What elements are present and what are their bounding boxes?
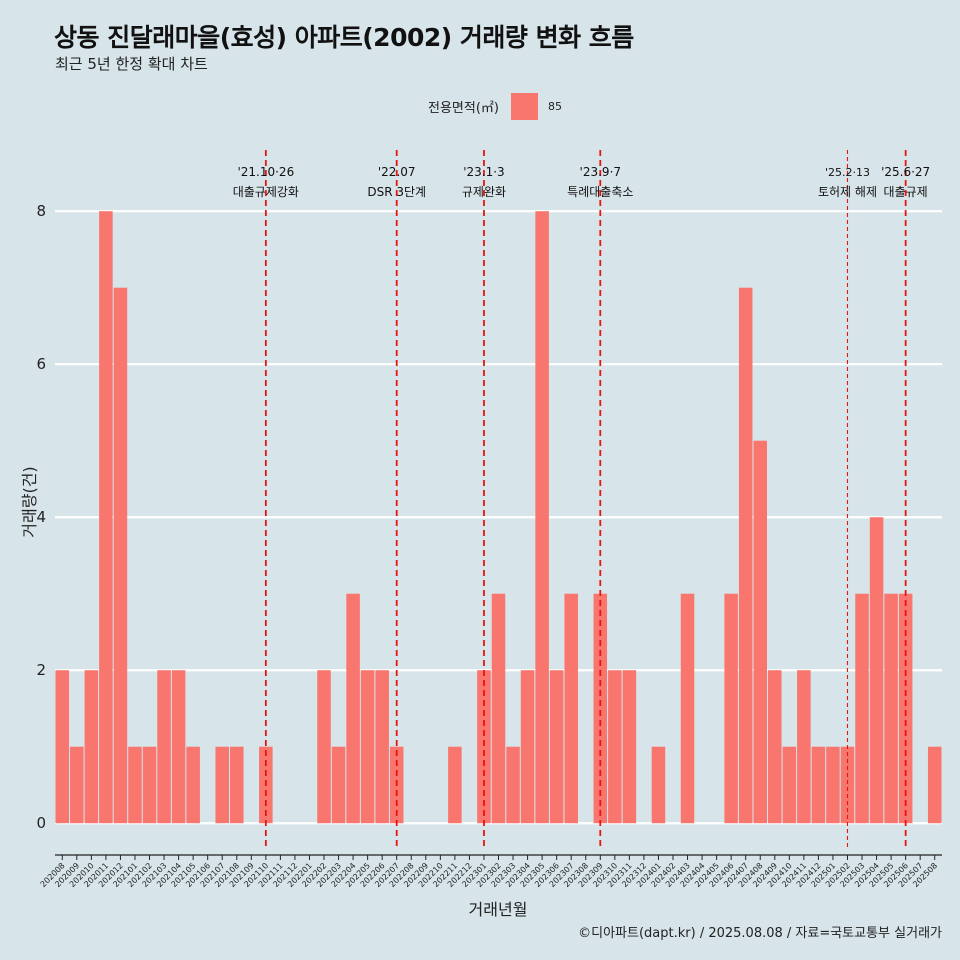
bar-202107 [215,746,229,824]
bar-202409 [768,670,782,824]
bar-202103 [157,670,171,824]
bar-202101 [128,746,142,824]
bar-202203 [331,746,346,824]
event-date: '25.2·13 [825,166,870,179]
event-label: 특례대출축소 [567,185,633,199]
y-axis: 0 2 4 6 8 [36,202,46,832]
bar-202506 [898,593,913,824]
bar-202104 [171,670,186,824]
bar-202012 [113,287,128,824]
bar-202505 [884,593,898,824]
bar-202009 [70,746,84,824]
event-label: 대출규제강화 [233,185,299,199]
bar-202105 [186,746,200,824]
bar-202302 [491,593,506,824]
bar-202310 [608,670,622,824]
chart-title: 상동 진달래마을(효성) 아파트(2002) 거래량 변화 흐름 [54,23,634,52]
event-date: '23.1·3 [463,165,504,179]
bar-202211 [448,746,462,824]
bar-202501 [826,746,840,824]
bar-202303 [506,746,520,824]
bar-202206 [375,670,389,824]
event-date: '22.07 [378,165,416,179]
event-label: 대출규제 [884,185,928,199]
y-tick-label: 4 [36,508,46,526]
event-lines: '21.10·26 대출규제강화 '22.07 DSR 3단계 '23.1·3 규제완화 '… [233,150,930,850]
y-tick-label: 0 [36,814,46,832]
bar-202411 [797,670,811,824]
bar-202301 [477,670,491,824]
bar-202011 [99,211,113,824]
bar-202412 [811,746,826,824]
bar-202406 [724,593,738,824]
bar-202108 [230,746,244,824]
y-tick-label: 6 [36,355,46,373]
y-tick-label: 2 [36,661,46,679]
bar-202304 [520,670,535,824]
bar-202410 [782,746,797,824]
x-axis-label: 거래년월 [468,900,528,919]
bar-202504 [869,517,884,824]
event-date: '25.6·27 [881,165,930,179]
event-label: 규제완화 [462,185,506,199]
bar-202008 [55,670,70,824]
bar-202311 [622,670,637,824]
bar-202407 [738,287,753,824]
bars [55,211,942,824]
bar-202305 [535,211,549,824]
event-label: 토허제 해제 [818,185,877,199]
bar-202102 [142,746,157,824]
x-axis: 2020082020092020102020112020122021012021… [39,854,942,889]
bar-202306 [549,670,564,824]
event-label: DSR 3단계 [367,185,426,199]
bar-202408 [753,440,767,824]
bar-202010 [84,670,99,824]
bar-202403 [680,593,695,824]
bar-202502 [840,746,855,824]
bar-202401 [651,746,666,824]
y-tick-label: 8 [36,202,46,220]
bar-202204 [346,593,360,824]
legend-title: 전용면적(㎡) [428,101,499,116]
source-caption: ©디아파트(dapt.kr) / 2025.08.08 / 자료=국토교통부 실… [578,926,942,941]
legend: 전용면적(㎡) 85 [428,93,562,120]
bar-202503 [855,593,869,824]
chart-subtitle: 최근 5년 한정 확대 차트 [55,55,208,73]
legend-swatch [510,93,538,120]
event-date: '21.10·26 [237,165,294,179]
bar-202307 [564,593,578,824]
bar-202309 [593,593,608,824]
bar-202205 [360,670,375,824]
event-date: '23.9·7 [580,165,621,179]
y-axis-label: 거래량(건) [20,466,39,538]
legend-entry: 85 [547,100,562,113]
bar-202202 [317,670,331,824]
bar-202508 [927,746,942,824]
